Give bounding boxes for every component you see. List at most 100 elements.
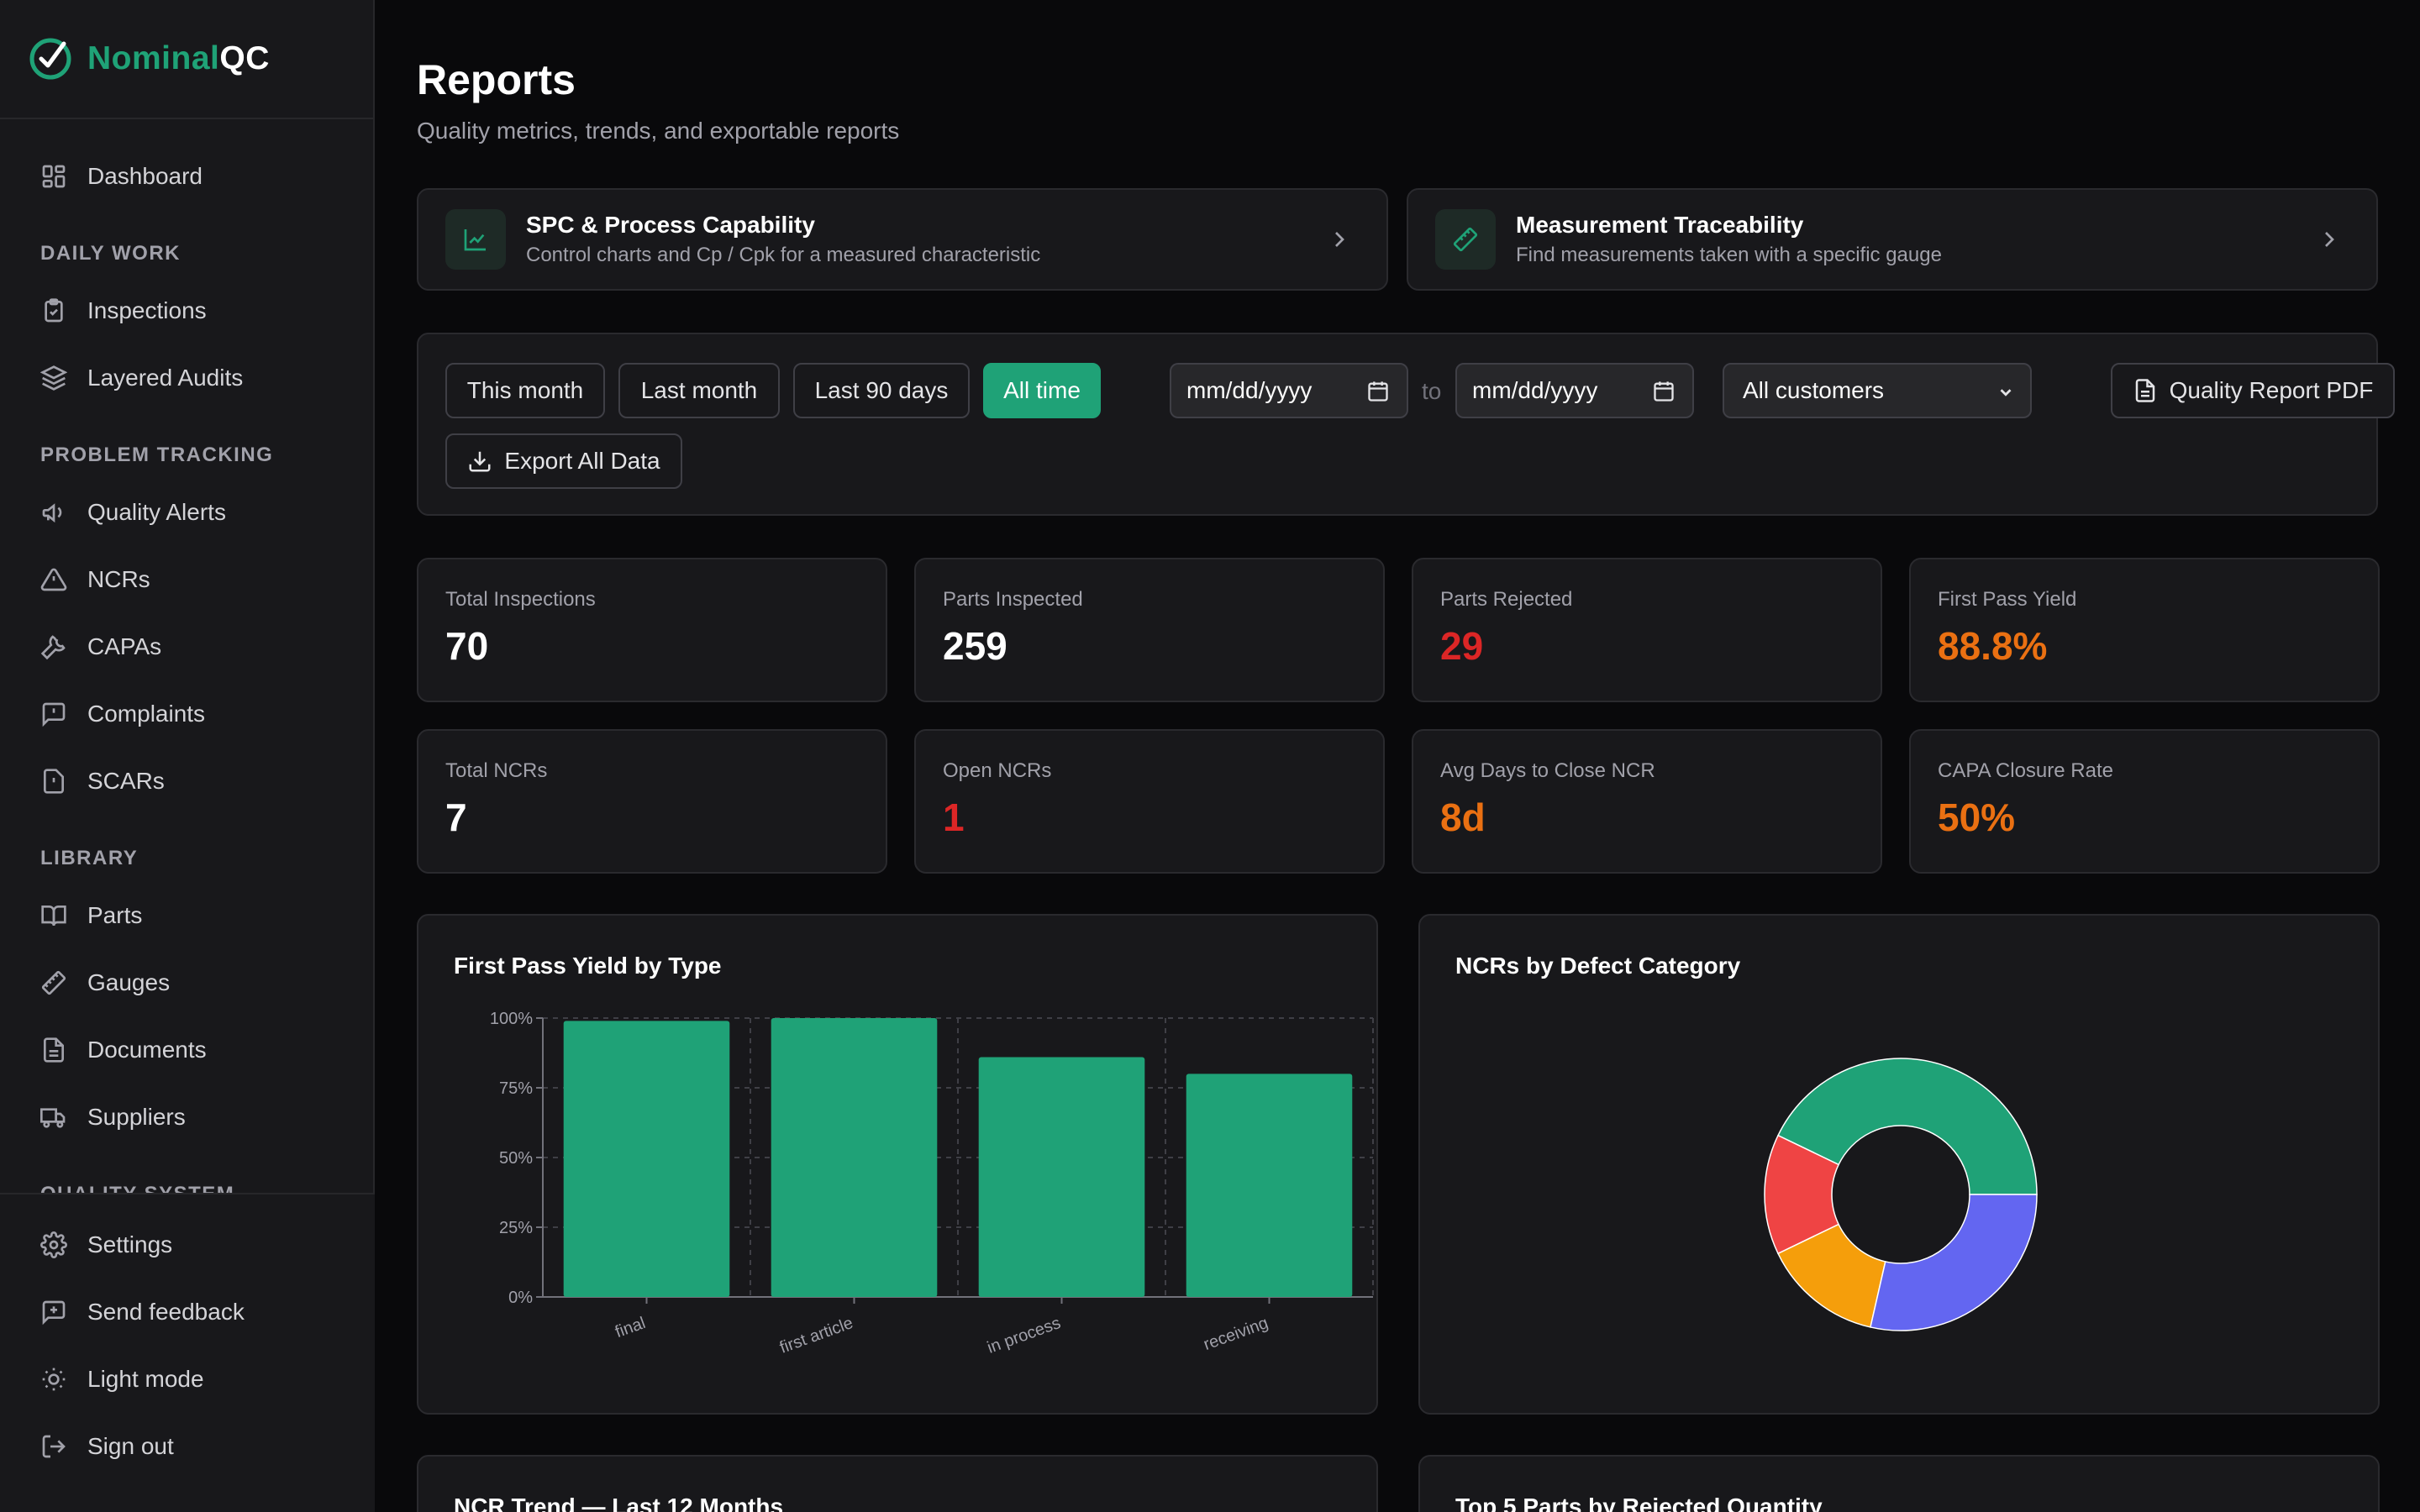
sidebar-item-suppliers[interactable]: Suppliers [24,1090,351,1144]
fpy-bar-chart: 0% 25% 50% 75% 100% final first article in proc… [490,1010,1374,1357]
date-from-placeholder: mm/dd/yyyy [1186,377,1313,403]
card-description: Control charts and Cp / Cpk for a measur… [526,244,1041,266]
light-mode-toggle[interactable]: Light mode [24,1352,351,1406]
traceability-card[interactable]: Measurement Traceability Find measuremen… [1407,188,2378,291]
filter-this-month[interactable]: This month [445,363,605,418]
sidebar-item-parts[interactable]: Parts [24,889,351,942]
warning-triangle-icon [40,568,67,591]
date-to-input[interactable]: mm/dd/yyyy [1455,363,1694,418]
section-quality-system: QUALITY SYSTEM [40,1183,234,1193]
wrench-icon [40,635,66,660]
section-problem-tracking: PROBLEM TRACKING [40,444,274,466]
y-tick-label: 0% [508,1289,533,1307]
stat-value: 259 [943,624,1007,668]
calendar-icon[interactable] [1366,380,1390,403]
date-range-separator: to [1422,378,1442,404]
spc-card[interactable]: SPC & Process Capability Control charts … [417,188,1388,291]
bar[interactable] [771,1018,938,1297]
brand[interactable]: NominalQC [0,0,373,119]
traceability-card-text: Measurement Traceability Find measuremen… [1516,212,1942,267]
date-from-input[interactable]: mm/dd/yyyy [1170,363,1408,418]
sidebar-item-documents[interactable]: Documents [24,1023,351,1077]
bar[interactable] [1186,1074,1353,1297]
ncr-defect-panel: NCRs by Defect Category [1418,914,2380,1415]
section-library: LIBRARY [40,847,139,869]
chart-line-icon [464,229,486,251]
button-label: Export All Data [504,448,660,474]
sidebar-item-complaints[interactable]: Complaints [24,687,351,741]
calendar-icon[interactable] [1652,380,1676,403]
stat-avg-days-close-ncr: Avg Days to Close NCR 8d [1412,729,1882,874]
sidebar-item-quality-alerts[interactable]: Quality Alerts [24,486,351,539]
sidebar-item-ncrs[interactable]: NCRs [24,553,351,606]
sidebar-item-label: Gauges [87,969,171,995]
stat-parts-rejected: Parts Rejected 29 [1412,558,1882,702]
stat-open-ncrs: Open NCRs 1 [914,729,1385,874]
sidebar-footer: Settings Send feedback Light mode Sign o… [0,1193,375,1512]
donut-slice[interactable] [1870,1194,2038,1331]
donut-slice[interactable] [1777,1058,2038,1195]
date-to-placeholder: mm/dd/yyyy [1472,377,1598,403]
card-title: SPC & Process Capability [526,212,815,238]
stat-total-ncrs: Total NCRs 7 [417,729,887,874]
customer-select[interactable]: All customers [1723,363,2032,418]
panel-title: First Pass Yield by Type [454,953,722,979]
sidebar: NominalQC Dashboard DAILY WORK Inspectio… [0,0,375,1512]
panel-title: NCR Trend — Last 12 Months [454,1494,784,1512]
sidebar-item-label: NCRs [87,566,150,592]
sign-out-button[interactable]: Sign out [24,1420,351,1473]
stat-first-pass-yield: First Pass Yield 88.8% [1909,558,2380,702]
bar[interactable] [563,1021,730,1297]
book-open-icon [41,906,66,927]
sidebar-item-scars[interactable]: SCARs [24,754,351,808]
chart-line-icon-wrap [445,209,506,270]
log-out-icon [42,1435,66,1458]
stat-total-inspections: Total Inspections 70 [417,558,887,702]
y-tick-label: 100% [490,1010,533,1028]
stat-value: 88.8% [1938,624,2048,668]
send-feedback-button[interactable]: Send feedback [24,1285,351,1339]
check-circle-logo-icon [29,38,71,80]
stat-value: 29 [1440,624,1484,668]
ruler-icon [1453,227,1478,252]
stat-label: Total NCRs [445,759,548,782]
sidebar-item-label: Light mode [87,1366,204,1392]
filter-last-month[interactable]: Last month [618,363,780,418]
bar[interactable] [978,1057,1145,1297]
ncr-defect-donut-chart [1764,1058,2038,1331]
sidebar-item-dashboard[interactable]: Dashboard [24,150,351,203]
sidebar-item-label: Settings [87,1231,173,1257]
button-label: Quality Report PDF [2169,377,2374,403]
clipboard-check-icon [45,298,63,323]
file-text-icon [44,1037,64,1063]
card-title: Measurement Traceability [1516,212,1804,238]
message-plus-icon [42,1300,66,1326]
export-all-data-button[interactable]: Export All Data [445,433,682,489]
stat-capa-closure-rate: CAPA Closure Rate 50% [1909,729,2380,874]
filter-last-90-days[interactable]: Last 90 days [793,363,970,418]
x-tick-label: final [613,1314,648,1341]
ncr-trend-panel: NCR Trend — Last 12 Months [417,1455,1378,1512]
sun-icon [42,1368,66,1391]
sidebar-item-label: Complaints [87,701,206,727]
section-daily-work: DAILY WORK [40,242,182,265]
x-tick-label: first article [777,1314,855,1357]
stat-label: Open NCRs [943,759,1052,782]
stat-value: 70 [445,624,489,668]
sidebar-item-inspections[interactable]: Inspections [24,284,351,338]
sidebar-item-label: Layered Audits [87,365,244,391]
sidebar-item-gauges[interactable]: Gauges [24,956,351,1010]
settings-button[interactable]: Settings [24,1218,351,1272]
filter-all-time[interactable]: All time [983,363,1101,418]
sidebar-item-layered-audits[interactable]: Layered Audits [24,351,351,405]
file-text-icon [2135,379,2154,402]
panel-title: Top 5 Parts by Rejected Quantity [1455,1494,1823,1512]
megaphone-icon [42,503,62,523]
quality-report-pdf-button[interactable]: Quality Report PDF [2111,363,2395,418]
main-content: Reports Quality metrics, trends, and exp… [375,0,2420,1512]
file-alert-icon [44,769,64,794]
sidebar-item-capas[interactable]: CAPAs [24,620,351,674]
stat-label: First Pass Yield [1938,588,2077,611]
sidebar-item-label: Send feedback [87,1299,245,1325]
stat-label: CAPA Closure Rate [1938,759,2113,782]
